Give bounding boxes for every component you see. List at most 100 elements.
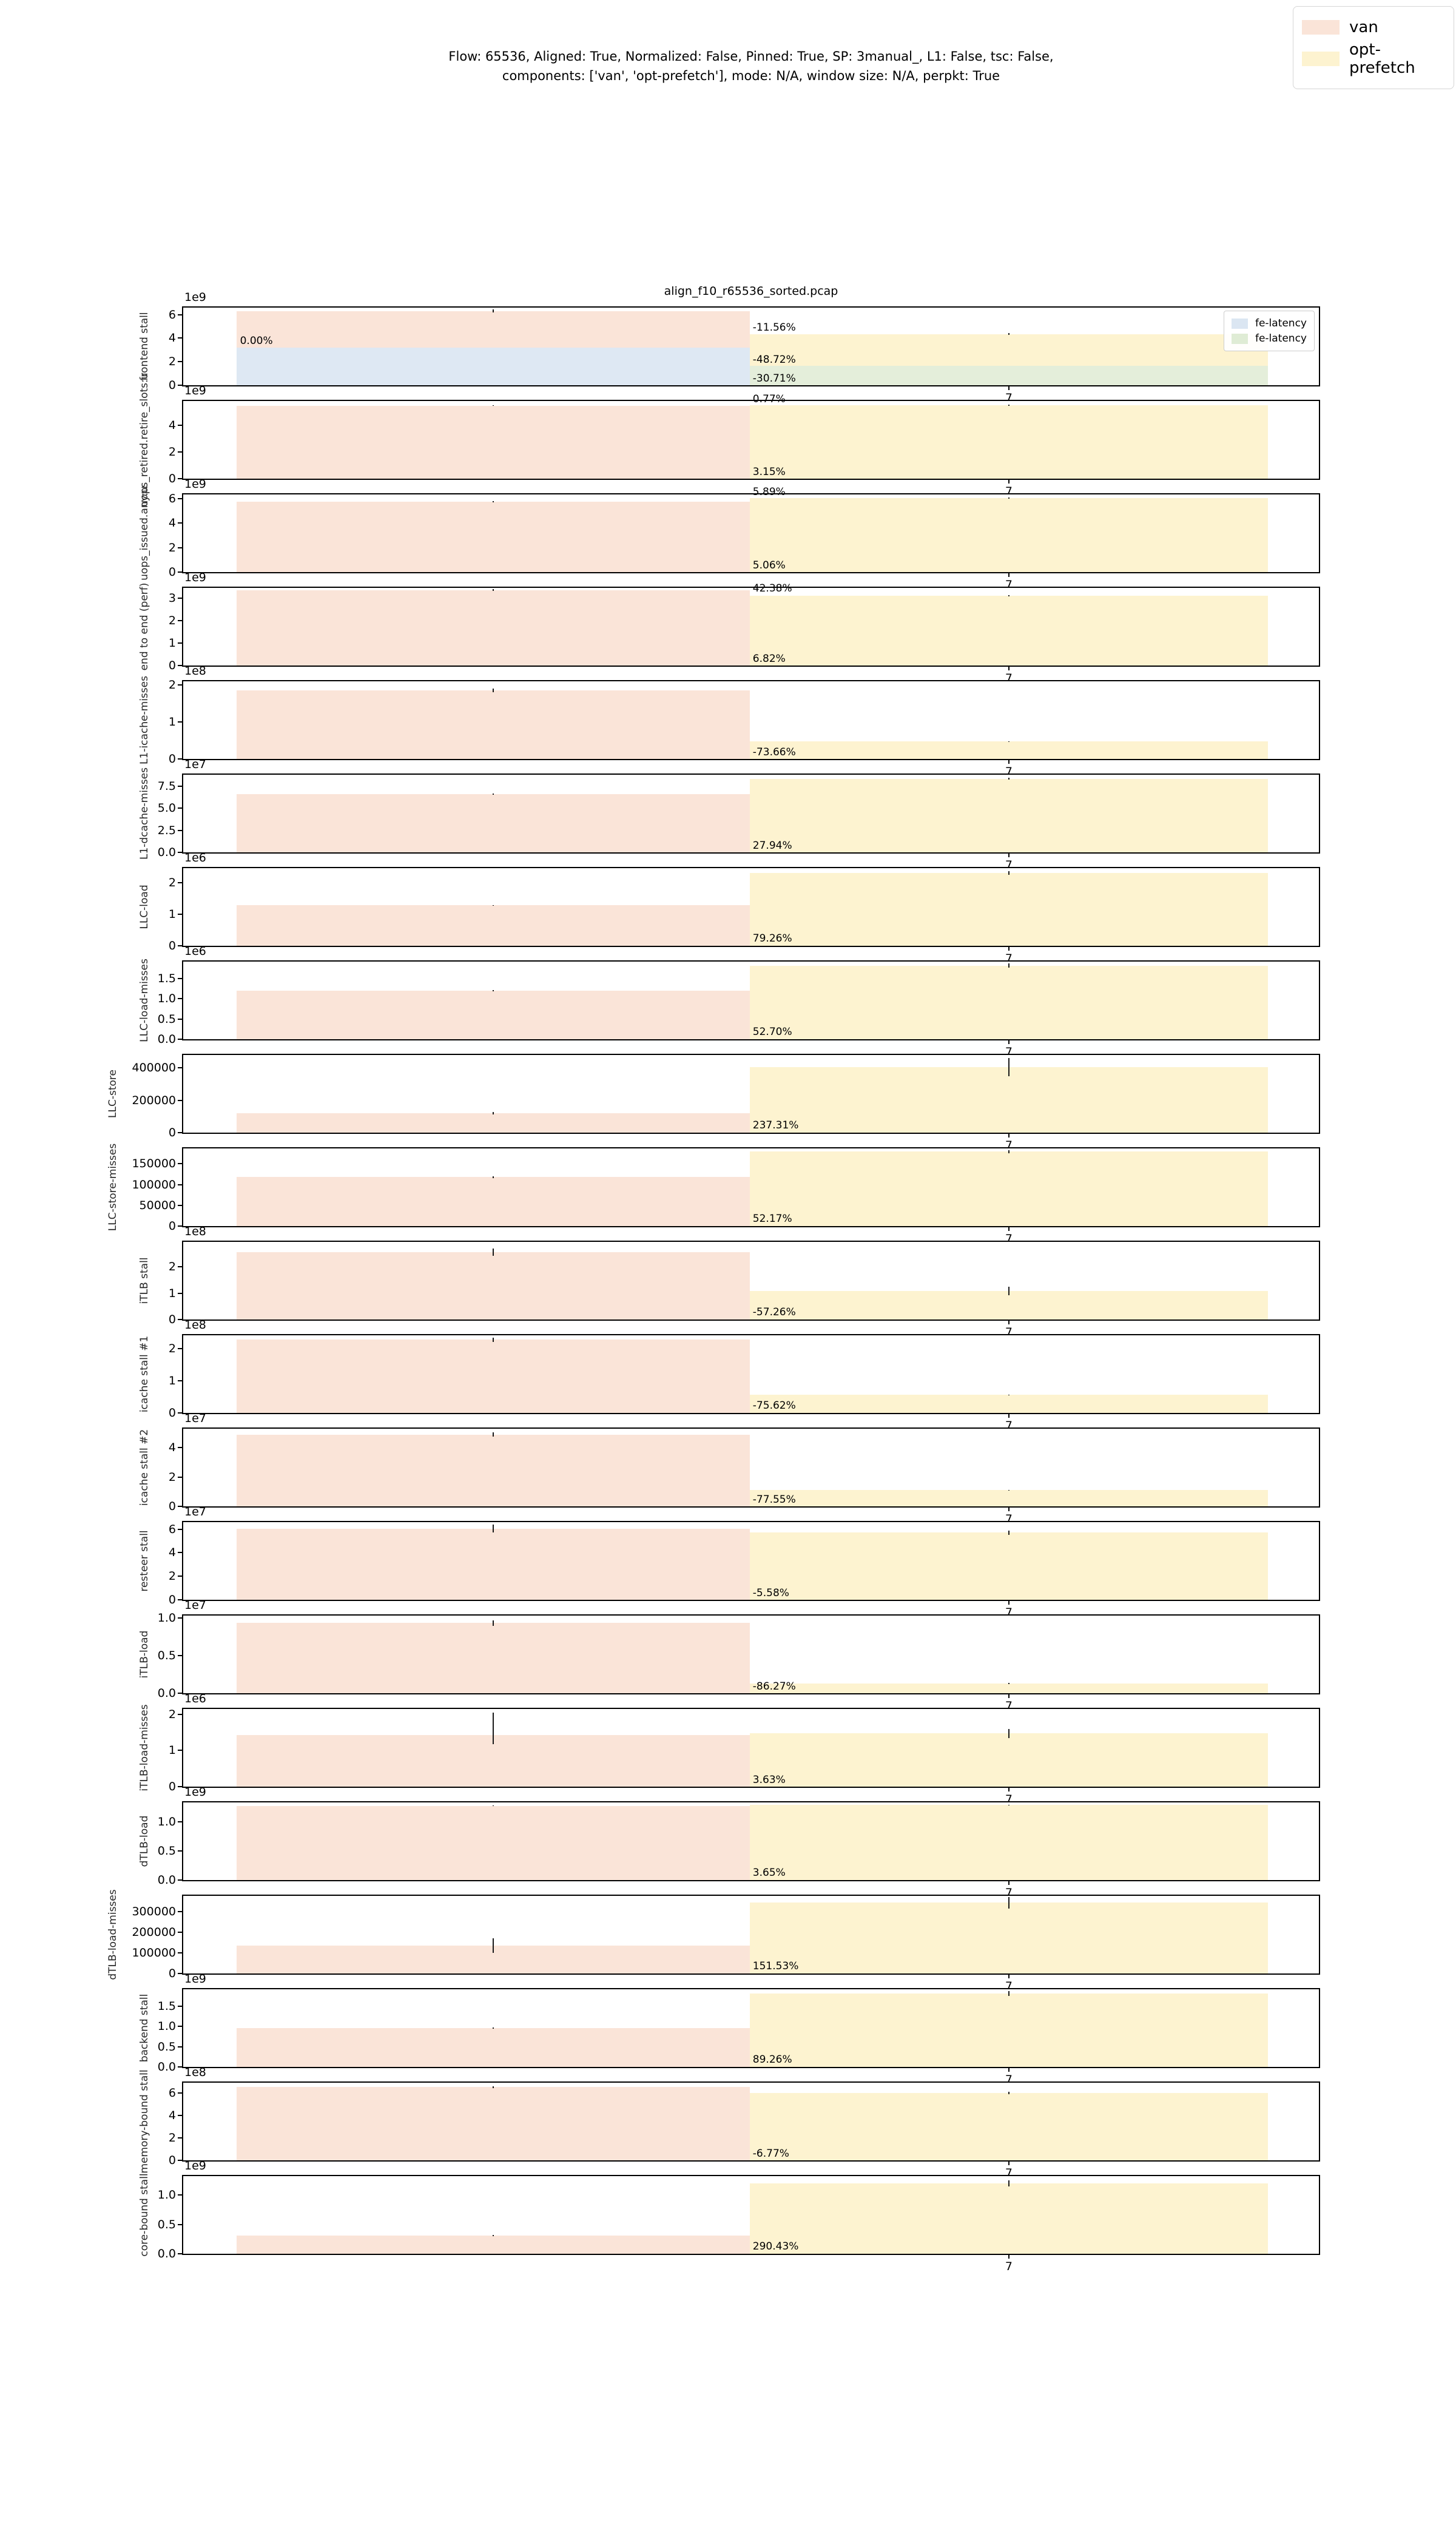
y-tick-mark <box>178 1973 183 1974</box>
y-tick-mark <box>178 1225 183 1227</box>
y-tick-mark <box>178 1750 183 1751</box>
van-error-bar <box>493 501 494 502</box>
y-tick-label: 0 <box>168 1406 176 1420</box>
y-tick-mark <box>178 547 183 548</box>
y-tick-mark <box>178 478 183 479</box>
opt-prefetch-bar <box>750 1290 1268 1320</box>
opt-error-bar <box>1008 1489 1009 1491</box>
y-tick-label: 1.5 <box>157 2000 176 2013</box>
opt-error-bar <box>1008 741 1009 742</box>
van-error-bar <box>493 1938 494 1953</box>
axis-scale-offset-label: 1e9 <box>184 477 206 491</box>
y-tick-label: 2 <box>168 1707 176 1721</box>
percent-annotation: 290.43% <box>752 2240 799 2253</box>
van-error-bar <box>493 1432 494 1437</box>
x-tick-mark <box>1008 946 1009 951</box>
y-tick-label: 4 <box>168 418 176 432</box>
y-tick-label: 0 <box>168 939 176 952</box>
axis-scale-offset-label: 1e6 <box>184 851 206 864</box>
percent-annotation: 3.63% <box>752 1773 786 1786</box>
y-tick-mark <box>178 1506 183 1507</box>
y-tick-label: 300000 <box>132 1904 176 1918</box>
subplot-axes: 1e8 0 1 2 iTLB stall -57.26% 7 <box>138 1225 1320 1339</box>
y-tick-mark <box>178 1067 183 1069</box>
y-tick-mark <box>178 1599 183 1600</box>
opt-prefetch-bar <box>750 1067 1268 1133</box>
y-tick-mark <box>178 2223 183 2225</box>
suptitle-line-2: components: ['van', 'opt-prefetch'], mod… <box>502 68 1000 83</box>
y-tick-mark <box>178 2046 183 2048</box>
y-tick-mark <box>178 1018 183 1020</box>
y-tick-label: 2 <box>168 875 176 889</box>
percent-annotation: 5.06% <box>752 559 786 571</box>
x-tick-mark <box>1008 1413 1009 1418</box>
x-tick-mark <box>1008 1039 1009 1044</box>
opt-error-bar <box>1008 1058 1009 1076</box>
van-error-bar <box>493 1805 494 1807</box>
opt-error-bar <box>1008 2091 1009 2094</box>
opt-prefetch-bar <box>750 1151 1268 1226</box>
van-error-bar <box>493 905 494 906</box>
y-tick-mark <box>178 1693 183 1694</box>
y-tick-label: 1.0 <box>157 2188 176 2202</box>
y-tick-mark <box>178 1617 183 1619</box>
y-tick-label: 1.0 <box>157 1611 176 1625</box>
y-axis-label: backend stall <box>138 1994 150 2063</box>
y-tick-label: 2 <box>168 355 176 369</box>
y-tick-label: 2 <box>168 613 176 627</box>
y-tick-mark <box>178 424 183 426</box>
y-tick-mark <box>178 945 183 946</box>
subplot-axes: 1e6 0.0 0.5 1.0 1.5 LLC-load-misses 52.70% 7 <box>138 945 1320 1059</box>
y-tick-mark <box>178 571 183 573</box>
opt-prefetch-bar <box>750 1903 1268 1973</box>
y-tick-mark <box>178 2253 183 2254</box>
y-tick-mark <box>178 1713 183 1715</box>
y-tick-label: 150000 <box>132 1157 176 1171</box>
van-bar <box>236 405 750 479</box>
y-tick-label: 6 <box>168 308 176 322</box>
y-tick-label: 0.0 <box>157 2060 176 2074</box>
y-tick-label: 2 <box>168 1260 176 1274</box>
y-tick-mark <box>178 665 183 666</box>
x-tick-mark <box>1008 852 1009 857</box>
opt-prefetch-bar <box>750 1395 1268 1413</box>
x-tick-mark <box>1008 1506 1009 1511</box>
van-bar <box>236 794 750 852</box>
y-tick-mark <box>178 1821 183 1822</box>
x-tick-mark <box>1008 572 1009 577</box>
van-bar <box>236 1623 750 1693</box>
van-bar <box>236 2087 750 2160</box>
y-tick-mark <box>178 522 183 524</box>
y-tick-label: 1.0 <box>157 2020 176 2034</box>
subplot-axes: 1e6 0 1 2 iTLB-load-misses 3.63% 7 <box>138 1692 1320 1806</box>
y-tick-mark <box>178 1204 183 1206</box>
y-axis-label: core-bound stall <box>138 2173 150 2257</box>
van-error-bar <box>493 1176 494 1178</box>
percent-annotation: 3.15% <box>752 465 786 478</box>
subplot-axes: 1e7 0.0 2.5 5.0 7.5 L1-dcache-misses 27.94% 7 <box>138 758 1320 872</box>
opt-prefetch-bar <box>750 1684 1268 1693</box>
axes-legend-row: fe-latency <box>1231 317 1307 329</box>
fe-latency-overlay <box>236 347 750 385</box>
y-tick-mark <box>178 1850 183 1852</box>
opt-error-bar <box>1008 1150 1009 1154</box>
y-tick-label: 1 <box>168 1374 176 1388</box>
y-tick-mark <box>178 1576 183 1577</box>
van-bar <box>236 1340 750 1413</box>
percent-annotation: 0.77% <box>752 393 786 405</box>
y-tick-label: 0.0 <box>157 1687 176 1700</box>
axis-scale-offset-label: 1e9 <box>184 2159 206 2172</box>
opt-error-bar <box>1008 595 1009 596</box>
y-axis-label: frontend stall <box>138 312 150 381</box>
van-bar <box>236 2235 750 2254</box>
y-tick-label: 2.5 <box>157 823 176 837</box>
y-axis-label: icache stall #2 <box>138 1429 150 1506</box>
percent-annotation: -75.62% <box>752 1400 796 1412</box>
van-error-bar <box>493 1112 494 1114</box>
axis-scale-offset-label: 1e9 <box>184 291 206 304</box>
y-tick-mark <box>178 1552 183 1554</box>
axis-scale-offset-label: 1e8 <box>184 664 206 678</box>
y-tick-mark <box>178 2006 183 2007</box>
van-error-bar <box>493 1524 494 1533</box>
